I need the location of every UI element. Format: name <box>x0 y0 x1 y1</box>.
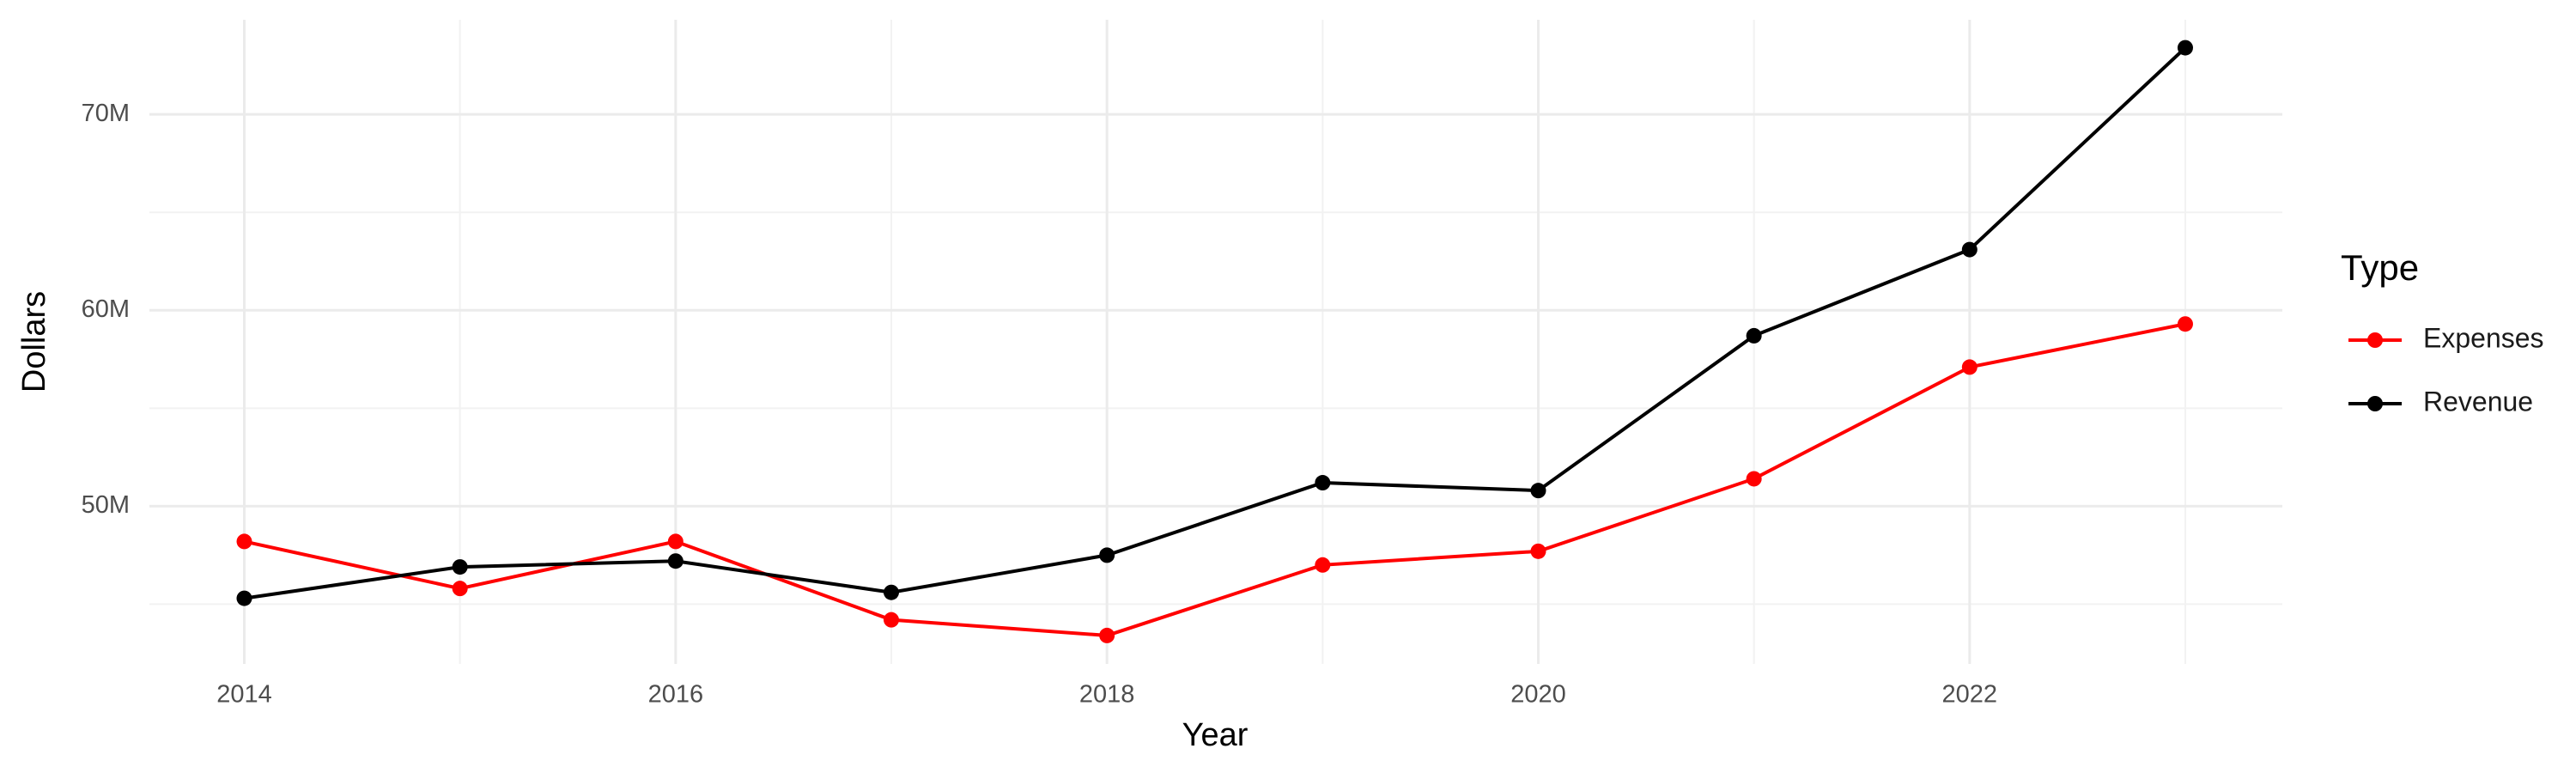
data-point <box>236 533 252 550</box>
data-point <box>1315 475 1331 491</box>
data-point <box>1746 471 1762 487</box>
y-tick-label: 70M <box>82 100 130 127</box>
x-tick-label: 2020 <box>1510 681 1566 709</box>
data-point <box>1315 557 1331 573</box>
data-point <box>236 590 252 606</box>
data-point <box>1961 241 1978 258</box>
y-tick-label: 60M <box>82 295 130 323</box>
data-point <box>1099 627 1115 643</box>
data-point <box>667 533 683 550</box>
y-tick-label: 50M <box>82 491 130 519</box>
legend-title: Type <box>2341 247 2419 288</box>
legend-point <box>2367 396 2383 411</box>
legend-label: Expenses <box>2423 322 2544 353</box>
data-point <box>452 559 468 575</box>
x-tick-label: 2018 <box>1079 681 1135 709</box>
data-point <box>1530 543 1546 559</box>
data-point <box>884 584 899 600</box>
data-point <box>667 553 683 569</box>
data-point <box>1961 359 1978 375</box>
x-tick-label: 2016 <box>648 681 704 709</box>
x-tick-label: 2022 <box>1942 681 1998 709</box>
series-line <box>244 322 2186 637</box>
legend-label: Revenue <box>2423 386 2533 417</box>
data-point <box>2177 316 2193 332</box>
data-point <box>1530 483 1546 499</box>
x-tick-label: 2014 <box>216 681 272 709</box>
data-point <box>884 612 899 628</box>
legend-point <box>2367 332 2383 348</box>
data-point <box>1746 327 1762 344</box>
y-axis-title: Dollars <box>16 291 52 393</box>
data-point <box>452 581 468 597</box>
x-axis-title: Year <box>1182 717 1249 753</box>
data-point <box>2177 40 2193 56</box>
data-point <box>1099 547 1115 563</box>
series-line <box>244 46 2187 600</box>
